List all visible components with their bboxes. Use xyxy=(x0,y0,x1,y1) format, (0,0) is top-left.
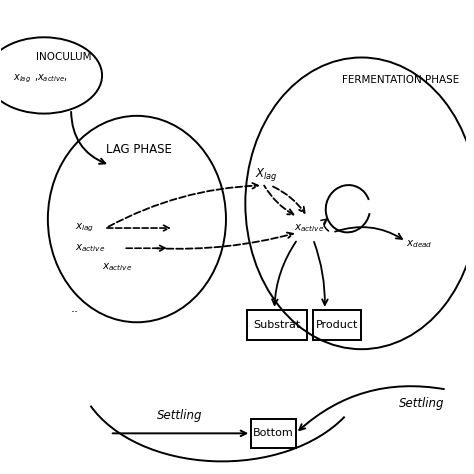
Text: $X_{lag}$: $X_{lag}$ xyxy=(255,166,278,182)
Text: FERMENTATION PHASE: FERMENTATION PHASE xyxy=(342,75,459,85)
Text: $x_{dead}$: $x_{dead}$ xyxy=(406,238,433,250)
Text: $x_{active}$: $x_{active}$ xyxy=(75,242,105,254)
Text: Settling: Settling xyxy=(157,409,202,422)
Text: Substrat: Substrat xyxy=(254,320,301,330)
Text: INOCULUM: INOCULUM xyxy=(36,53,92,63)
Text: LAG PHASE: LAG PHASE xyxy=(106,143,172,156)
Text: Settling: Settling xyxy=(399,397,444,410)
Text: $x_{active}$: $x_{active}$ xyxy=(102,261,132,273)
Text: $x_{active}$: $x_{active}$ xyxy=(294,222,324,234)
Text: $x_{lag}$: $x_{lag}$ xyxy=(75,222,94,234)
Text: $x_{lag}$: $x_{lag}$ xyxy=(13,73,31,85)
Text: Product: Product xyxy=(316,320,358,330)
Text: ,$x_{active}$,: ,$x_{active}$, xyxy=(34,73,68,84)
Text: Bottom: Bottom xyxy=(253,428,294,438)
Text: ..: .. xyxy=(70,302,78,315)
